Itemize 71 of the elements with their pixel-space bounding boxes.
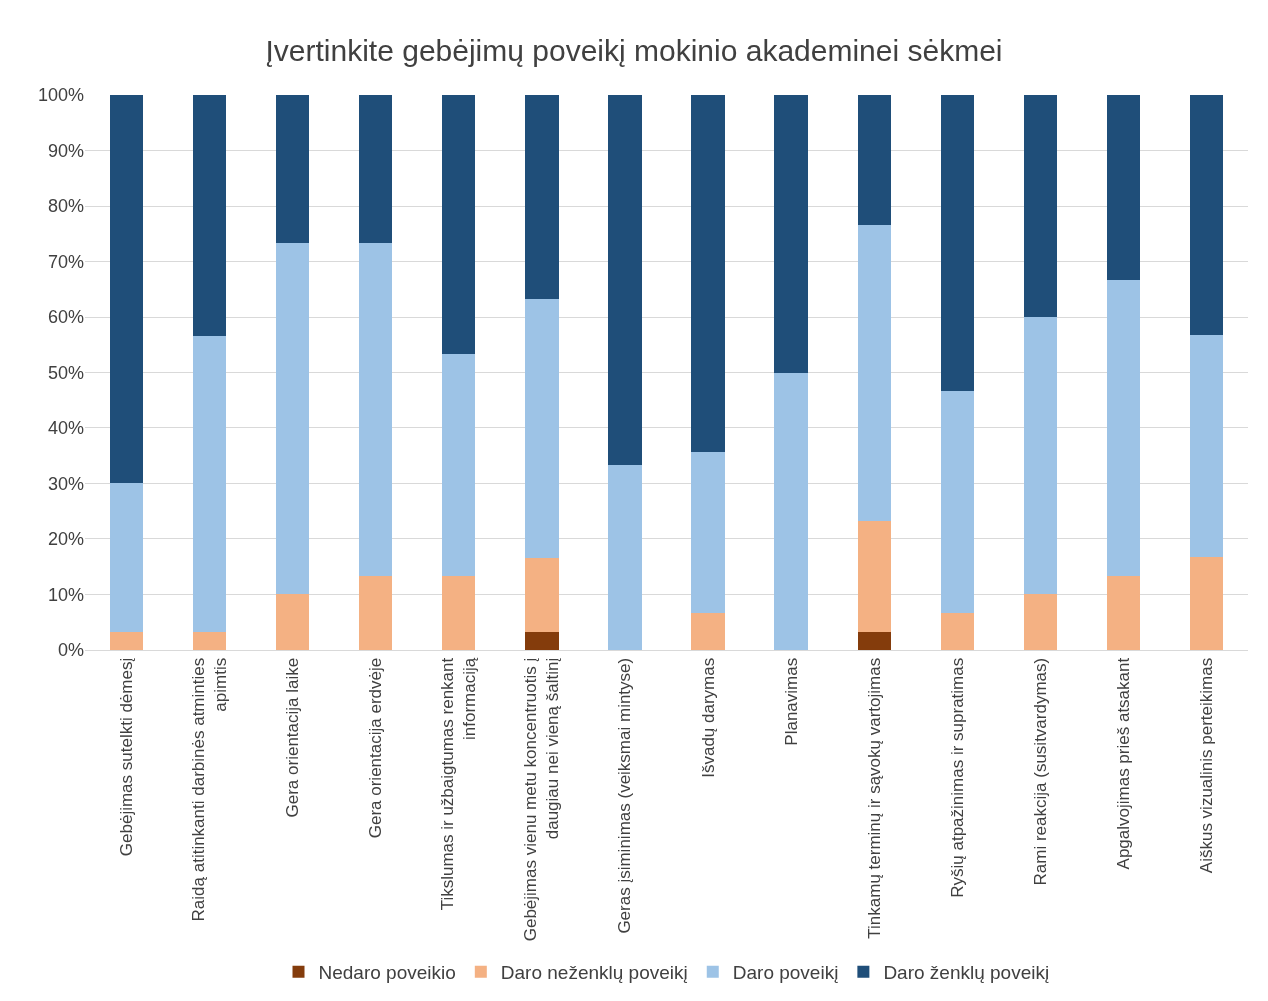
bar — [1106, 280, 1141, 577]
bar — [857, 224, 891, 521]
bar — [691, 451, 725, 613]
bar — [276, 95, 310, 244]
bar — [192, 95, 227, 336]
bar — [442, 354, 476, 577]
bar — [525, 298, 559, 558]
y-tick-label: 100% — [37, 85, 84, 106]
bar — [359, 95, 393, 244]
bar — [608, 465, 642, 650]
y-tick-label: 80% — [47, 196, 84, 217]
bar — [774, 95, 808, 373]
bar — [109, 483, 144, 632]
bar — [857, 95, 891, 225]
chart-title: Įvertinkite gebėjimų poveikį mokinio akademinei sėkmei — [265, 34, 1003, 68]
x-tick-label: Išvadų darymas — [698, 657, 718, 778]
y-tick-label: 70% — [47, 251, 84, 272]
bar — [608, 95, 642, 466]
bar — [442, 576, 476, 650]
bar — [940, 612, 974, 650]
bar — [1189, 557, 1224, 650]
x-tick-label: Gera orientacija erdvėje — [366, 657, 386, 839]
bar — [857, 631, 891, 650]
bar — [109, 631, 144, 650]
y-tick-label: 30% — [47, 473, 84, 494]
x-tick-label: Apgalvojimas prieš atsakant — [1113, 657, 1133, 870]
bar — [1189, 95, 1224, 336]
bar — [192, 631, 227, 650]
legend-label: Daro neženklų poveikį — [500, 962, 688, 984]
y-tick-label: 0% — [57, 640, 84, 661]
y-tick-label: 90% — [47, 140, 84, 161]
y-tick-label: 50% — [47, 362, 84, 383]
x-tick-label: Rami reakcija (susitvardymas) — [1030, 657, 1050, 886]
bar — [940, 390, 974, 613]
bar — [1023, 317, 1057, 595]
legend-label: Daro ženklų poveikį — [883, 962, 1050, 984]
x-tick-label: Geras įsiminimas (veiksmai mintyse) — [615, 657, 635, 934]
bar — [1023, 594, 1057, 650]
bar — [525, 631, 559, 650]
legend-label: Nedaro poveikio — [318, 962, 456, 984]
bar — [359, 243, 393, 577]
x-tick-label: Tinkamų terminų ir sąvokų vartojimas — [864, 657, 884, 939]
bar — [1106, 576, 1141, 650]
x-tick-label: Gera orientacija laike — [283, 657, 303, 818]
bar — [1106, 95, 1141, 281]
x-tick-label: Aiškus vizualinis perteikimas — [1196, 657, 1216, 874]
x-tick-label: Gebėjimas sutelkti dėmesį — [117, 657, 137, 857]
x-tick-label: Raidą atitinkanti darbinės atminties apimtis — [189, 657, 231, 922]
x-tick-label: Ryšių atpažinimas ir supratimas — [947, 657, 967, 898]
y-tick-label: 10% — [47, 584, 84, 605]
bar — [940, 95, 974, 391]
bar — [525, 557, 559, 632]
bar — [442, 95, 476, 355]
bar — [525, 95, 559, 299]
bar — [276, 243, 310, 595]
legend-label: Daro poveikį — [732, 962, 839, 984]
bar — [276, 594, 310, 650]
bar — [1023, 95, 1057, 317]
y-tick-label: 40% — [47, 418, 84, 439]
bar — [691, 95, 725, 452]
bar — [857, 520, 891, 632]
bar — [774, 372, 808, 650]
x-tick-label: Planavimas — [781, 657, 801, 746]
bar — [192, 335, 227, 632]
y-tick-label: 20% — [47, 529, 84, 550]
bar — [109, 95, 144, 484]
bar — [691, 612, 725, 650]
bar — [359, 576, 393, 650]
x-tick-label: Tikslumas ir užbaigtumas renkant informaciją — [438, 657, 480, 911]
bar — [1189, 335, 1224, 558]
y-tick-label: 60% — [47, 307, 84, 328]
